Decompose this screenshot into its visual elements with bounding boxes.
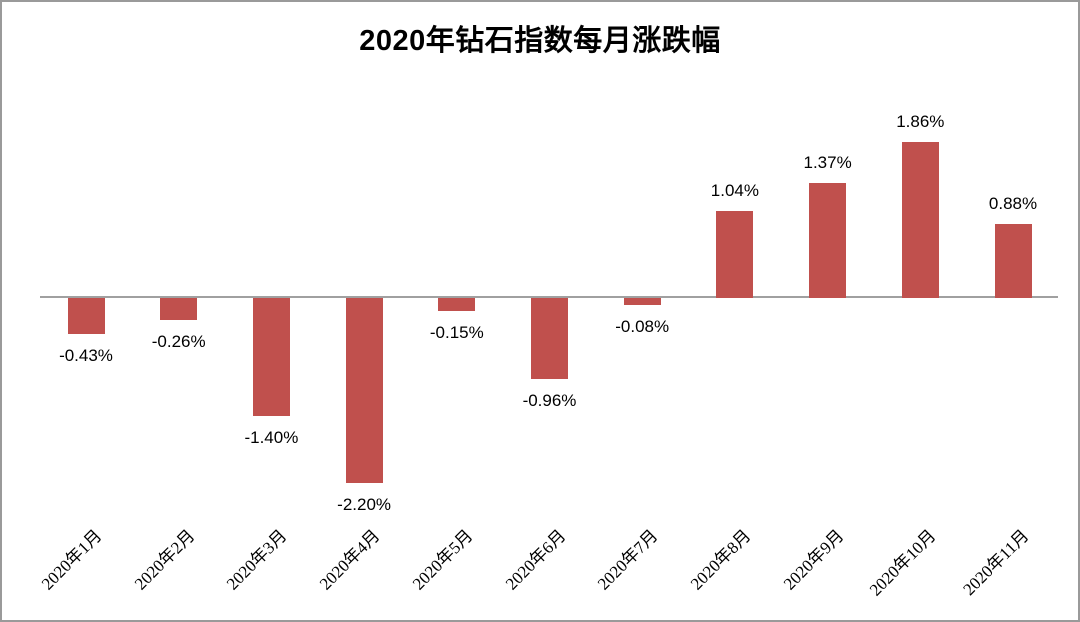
bar (623, 298, 661, 305)
bar-value-label: -0.08% (615, 316, 670, 336)
bar (531, 298, 568, 379)
bar-value-label: -0.15% (429, 322, 484, 342)
x-axis-label: 2020年2月 (130, 526, 199, 594)
bar-value-label: -0.26% (151, 331, 206, 351)
chart-title: 2020年钻石指数每月涨跌幅 (359, 25, 721, 57)
bar-value-label: 1.86% (896, 111, 945, 131)
bar-value-label: -2.20% (337, 494, 392, 514)
bar-value-label: 1.04% (710, 180, 759, 200)
x-axis-line (40, 296, 1058, 298)
bar (67, 298, 105, 335)
x-axis-label: 2020年7月 (594, 526, 662, 594)
x-axis-label: 2020年10月 (866, 526, 940, 600)
bar-value-label: 1.37% (803, 152, 852, 172)
x-axis-label: 2020年9月 (779, 526, 848, 594)
bar (160, 298, 198, 320)
bar-value-label: 0.88% (988, 194, 1038, 214)
bar (438, 298, 476, 311)
bar (994, 224, 1032, 298)
bar (716, 210, 754, 298)
bar (252, 298, 290, 416)
bar (901, 141, 939, 298)
bar-value-label: -1.40% (244, 427, 299, 447)
x-axis-label: 2020年6月 (501, 526, 569, 594)
bar (345, 298, 383, 483)
x-axis-label: 2020年4月 (316, 526, 384, 594)
x-axis-label: 2020年3月 (223, 526, 291, 594)
x-axis-label: 2020年8月 (686, 526, 755, 594)
bar-value-label: -0.43% (59, 346, 113, 366)
x-axis-label: 2020年1月 (37, 526, 106, 594)
bar-value-label: -0.96% (522, 390, 577, 410)
x-axis-label: 2020年11月 (959, 526, 1033, 600)
x-axis-label: 2020年5月 (408, 526, 477, 594)
bar (809, 182, 847, 298)
